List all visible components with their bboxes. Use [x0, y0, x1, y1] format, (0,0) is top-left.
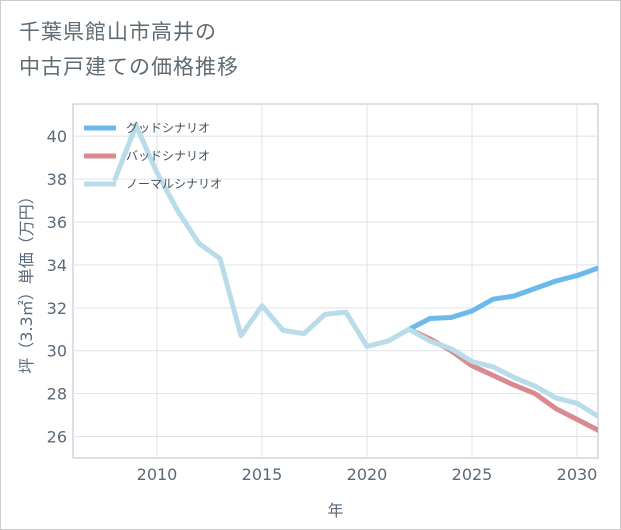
y-tick-label: 30: [47, 342, 67, 361]
chart-title-line-1: 千葉県館山市高井の: [19, 20, 217, 44]
y-tick-label: 40: [47, 127, 67, 146]
plot-area: [72, 103, 599, 459]
legend-label-1: バッドシナリオ: [126, 149, 210, 163]
legend-label-2: ノーマルシナリオ: [126, 177, 222, 191]
x-tick-label: 2030: [557, 465, 598, 484]
chart-title-line-2: 中古戸建ての価格推移: [19, 55, 239, 79]
y-tick-label: 26: [47, 428, 67, 447]
x-axis-label: 年: [327, 501, 343, 520]
x-tick-label: 2015: [242, 465, 283, 484]
x-tick-label: 2025: [452, 465, 493, 484]
y-tick-label: 36: [47, 213, 67, 232]
series-line-0: [406, 265, 598, 332]
y-axis-label: 坪（3.3㎡）単価（万円）: [17, 188, 36, 373]
x-tick-label: 2010: [137, 465, 178, 484]
series-line-2: [112, 123, 598, 419]
legend-label-0: グッドシナリオ: [126, 121, 210, 135]
y-tick-label: 38: [47, 170, 67, 189]
y-tick-label: 32: [47, 299, 67, 318]
y-tick-label: 28: [47, 385, 67, 404]
y-tick-label: 34: [47, 256, 67, 275]
x-tick-label: 2020: [347, 465, 388, 484]
chart-title: 千葉県館山市高井の 中古戸建ての価格推移: [19, 15, 239, 85]
